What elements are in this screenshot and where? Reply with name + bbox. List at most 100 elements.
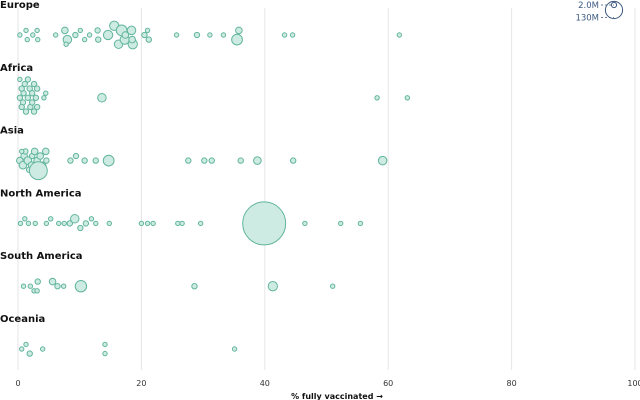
country-bubble[interactable] <box>88 216 95 222</box>
country-bubble[interactable] <box>374 95 380 101</box>
country-bubble[interactable] <box>144 27 151 34</box>
country-bubble[interactable] <box>81 157 88 164</box>
country-bubble[interactable] <box>30 147 39 156</box>
country-bubble[interactable] <box>102 341 108 348</box>
country-bubble[interactable] <box>30 32 36 38</box>
country-bubble[interactable] <box>242 201 287 246</box>
country-bubble[interactable] <box>24 36 30 43</box>
country-bubble[interactable] <box>289 32 296 38</box>
country-bubble[interactable] <box>95 36 102 43</box>
country-bubble[interactable] <box>27 283 34 289</box>
country-bubble[interactable] <box>201 157 208 164</box>
country-bubble[interactable] <box>60 283 67 289</box>
country-bubble[interactable] <box>24 76 32 83</box>
country-bubble[interactable] <box>106 220 113 227</box>
country-bubble[interactable] <box>33 103 41 111</box>
country-bubble[interactable] <box>220 32 227 38</box>
country-bubble[interactable] <box>23 341 29 348</box>
country-bubble[interactable] <box>18 103 25 111</box>
country-bubble[interactable] <box>25 220 32 227</box>
country-bubble[interactable] <box>29 99 36 106</box>
country-bubble[interactable] <box>17 76 23 83</box>
country-bubble[interactable] <box>150 220 156 227</box>
country-bubble[interactable] <box>54 283 61 290</box>
country-bubble[interactable] <box>77 224 84 232</box>
country-bubble[interactable] <box>102 154 115 167</box>
country-bubble[interactable] <box>36 152 45 160</box>
country-bubble[interactable] <box>144 220 151 227</box>
country-bubble[interactable] <box>82 220 90 227</box>
country-bubble[interactable] <box>74 280 88 293</box>
country-bubble[interactable] <box>377 155 388 166</box>
country-bubble[interactable] <box>23 27 29 34</box>
country-bubble[interactable] <box>145 36 152 43</box>
country-bubble[interactable] <box>72 31 79 39</box>
country-bubble[interactable] <box>208 157 215 164</box>
country-bubble[interactable] <box>34 278 41 285</box>
country-bubble[interactable] <box>30 108 38 115</box>
country-bubble[interactable] <box>28 161 48 181</box>
country-bubble[interactable] <box>43 157 50 164</box>
country-bubble[interactable] <box>77 27 84 34</box>
country-bubble[interactable] <box>337 220 344 227</box>
country-bubble[interactable] <box>66 220 74 227</box>
country-bubble[interactable] <box>35 36 41 43</box>
country-bubble[interactable] <box>20 283 27 289</box>
country-bubble[interactable] <box>39 346 46 352</box>
country-bubble[interactable] <box>19 346 25 352</box>
country-bubble[interactable] <box>70 214 80 224</box>
country-bubble[interactable] <box>32 220 38 227</box>
country-bubble[interactable] <box>48 277 57 286</box>
country-bubble[interactable] <box>404 95 411 101</box>
country-bubble[interactable] <box>61 220 67 227</box>
country-bubble[interactable] <box>267 281 278 292</box>
country-bubble[interactable] <box>302 220 308 227</box>
country-bubble[interactable] <box>22 216 28 222</box>
country-bubble[interactable] <box>24 94 32 101</box>
country-bubble[interactable] <box>86 32 93 38</box>
country-bubble[interactable] <box>48 216 54 222</box>
country-bubble[interactable] <box>173 32 180 38</box>
country-bubble[interactable] <box>253 156 262 165</box>
country-bubble[interactable] <box>179 220 185 227</box>
country-bubble[interactable] <box>34 27 40 34</box>
country-bubble[interactable] <box>102 29 114 41</box>
country-bubble[interactable] <box>128 35 136 44</box>
country-bubble[interactable] <box>93 220 99 227</box>
country-bubble[interactable] <box>43 90 49 96</box>
country-bubble[interactable] <box>19 148 25 155</box>
country-bubble[interactable] <box>30 80 38 88</box>
country-bubble[interactable] <box>72 152 80 160</box>
country-bubble[interactable] <box>17 220 24 227</box>
country-bubble[interactable] <box>175 220 181 227</box>
country-bubble[interactable] <box>41 147 50 156</box>
country-bubble[interactable] <box>17 32 23 38</box>
country-bubble[interactable] <box>121 31 130 39</box>
country-bubble[interactable] <box>138 220 145 227</box>
country-bubble[interactable] <box>32 94 40 101</box>
country-bubble[interactable] <box>231 33 243 46</box>
country-bubble[interactable] <box>29 90 36 97</box>
country-bubble[interactable] <box>231 346 238 352</box>
country-bubble[interactable] <box>43 220 50 227</box>
country-bubble[interactable] <box>289 157 297 164</box>
country-bubble[interactable] <box>237 157 244 164</box>
country-bubble[interactable] <box>193 31 201 39</box>
country-bubble[interactable] <box>61 26 69 35</box>
country-bubble[interactable] <box>185 157 192 164</box>
country-bubble[interactable] <box>56 220 62 227</box>
country-bubble[interactable] <box>357 220 364 227</box>
country-bubble[interactable] <box>52 32 59 38</box>
country-bubble[interactable] <box>67 157 74 164</box>
country-bubble[interactable] <box>102 350 108 357</box>
country-bubble[interactable] <box>63 41 69 47</box>
country-bubble[interactable] <box>329 283 336 289</box>
country-bubble[interactable] <box>207 32 213 38</box>
country-bubble[interactable] <box>26 350 33 357</box>
country-bubble[interactable] <box>33 85 41 92</box>
country-bubble[interactable] <box>22 108 30 115</box>
country-bubble[interactable] <box>97 93 107 103</box>
country-bubble[interactable] <box>16 94 24 101</box>
country-bubble[interactable] <box>197 220 204 227</box>
country-bubble[interactable] <box>21 80 28 88</box>
